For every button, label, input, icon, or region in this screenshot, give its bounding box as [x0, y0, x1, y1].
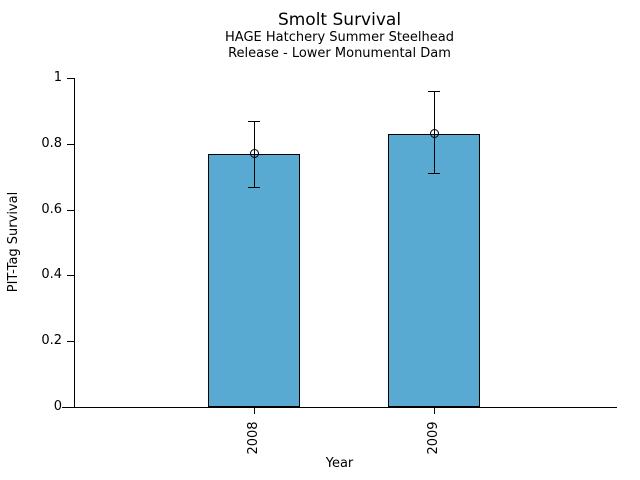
- error-bar-cap-low-2009: [428, 173, 440, 175]
- y-tick-label: 0.8: [41, 135, 62, 151]
- y-axis-tick: [67, 209, 74, 211]
- x-axis-title: Year: [325, 456, 354, 471]
- y-axis-tick: [67, 78, 74, 79]
- y-tick-label: 0: [53, 399, 62, 414]
- error-bar-cap-high-2008: [248, 120, 260, 122]
- bar-2009: [388, 133, 480, 407]
- bar-2008: [208, 153, 300, 407]
- chart-subtitle-line-2: Release - Lower Monumental Dam: [228, 46, 451, 61]
- y-tick-label: 0.2: [41, 333, 62, 349]
- y-axis-tick: [67, 407, 74, 408]
- x-axis-tick-2009: [434, 407, 435, 414]
- y-tick-label: 1: [53, 70, 62, 85]
- chart-subtitle-line-1: HAGE Hatchery Summer Steelhead: [225, 30, 454, 45]
- y-axis-line: [74, 78, 75, 408]
- mean-marker-2008: [250, 148, 259, 158]
- x-axis-tick-2008: [254, 407, 255, 414]
- mean-marker-2009: [430, 128, 439, 138]
- chart-title: Smolt Survival: [277, 10, 402, 30]
- y-axis-tick: [67, 341, 74, 343]
- x-tick-label-2009: 2009: [426, 421, 441, 455]
- x-axis-line: [62, 407, 617, 408]
- error-bar-cap-high-2009: [428, 91, 440, 93]
- y-tick-label: 0.4: [41, 267, 62, 283]
- y-axis-tick: [67, 143, 74, 145]
- y-axis-title: PIT-Tag Survival: [6, 191, 21, 293]
- error-bar-cap-low-2008: [248, 186, 260, 188]
- x-tick-label-2008: 2008: [246, 421, 261, 455]
- y-axis-tick: [67, 275, 74, 277]
- y-tick-label: 0.6: [41, 201, 62, 217]
